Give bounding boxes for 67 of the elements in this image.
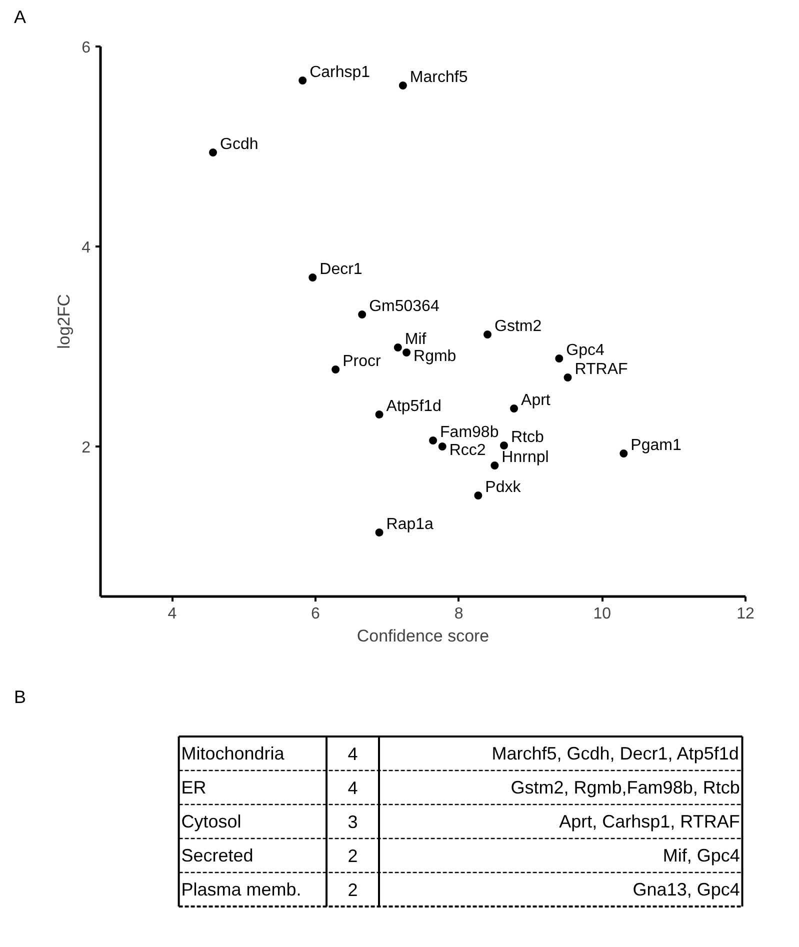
y-axis-title: log2FC (54, 294, 74, 349)
annotation: Rtcb (510, 429, 544, 446)
category-label: Mitochondria (181, 744, 286, 764)
text: Gna13, Gpc4 (632, 880, 740, 900)
point (358, 310, 366, 318)
annotation: Hnrnpl (502, 449, 549, 466)
category-label: Secreted (181, 846, 254, 866)
data-label: 4 (348, 778, 358, 798)
text: Aprt, Carhsp1, RTRAF (559, 812, 740, 832)
annotation: Fam98b (440, 424, 499, 441)
annotation: Marchf5 (410, 69, 468, 86)
chart-title: A (14, 6, 26, 29)
point (209, 148, 218, 156)
point (308, 274, 317, 282)
annotation: Aprt (521, 392, 551, 409)
annotation: Atp5f1d (386, 398, 442, 415)
point (394, 344, 402, 352)
point (620, 450, 628, 458)
y-tick-label: 2 (82, 440, 91, 456)
point (484, 330, 492, 338)
category-label: ER (181, 778, 206, 798)
point (438, 442, 446, 450)
data-label: 4 (348, 744, 358, 764)
point (375, 410, 384, 418)
annotation: Procr (342, 353, 382, 370)
annotation: Pdxk (485, 479, 522, 496)
point (490, 462, 499, 470)
category-label: Cytosol (181, 812, 242, 832)
point (298, 76, 307, 84)
point (510, 404, 518, 412)
x-tick-label: 4 (168, 606, 177, 622)
text: Mif, Gpc4 (662, 846, 740, 866)
point (500, 442, 508, 450)
x-tick-label: 6 (311, 606, 320, 622)
annotation: Rap1a (386, 516, 434, 533)
annotation: Gstm2 (494, 318, 542, 335)
x-axis-title: Confidence score (356, 626, 490, 646)
annotation: Mif (404, 331, 427, 348)
annotation: Carhsp1 (310, 64, 370, 81)
annotation: Gcdh (220, 136, 258, 153)
x-tick-label: 10 (593, 606, 612, 622)
text: Marchf5, Gcdh, Decr1, Atp5f1d (492, 744, 739, 764)
annotation: Pgam1 (630, 437, 682, 454)
x-tick-label: 8 (454, 606, 464, 622)
text: Gstm2, Rgmb,Fam98b, Rtcb (510, 778, 740, 798)
data-label: 2 (348, 846, 358, 866)
point (555, 354, 564, 362)
category-label: Plasma memb. (181, 880, 302, 900)
annotation: Decr1 (320, 261, 362, 278)
y-tick-label: 6 (82, 40, 91, 56)
point (398, 82, 407, 90)
annotation: Gm50364 (369, 298, 440, 315)
annotation: Gpc4 (566, 342, 605, 359)
x-tick-label: 12 (736, 606, 754, 622)
y-tick-label: 4 (82, 240, 91, 256)
point (564, 374, 572, 382)
annotation: RTRAF (574, 361, 628, 378)
point (402, 348, 411, 356)
point (429, 436, 438, 444)
text: B (14, 686, 26, 709)
annotation: Rgmb (414, 348, 456, 365)
point (375, 528, 384, 536)
data-label: 2 (348, 880, 358, 900)
point (474, 492, 482, 500)
data-label: 3 (348, 812, 358, 832)
point (332, 366, 340, 374)
annotation: Rcc2 (449, 442, 486, 459)
